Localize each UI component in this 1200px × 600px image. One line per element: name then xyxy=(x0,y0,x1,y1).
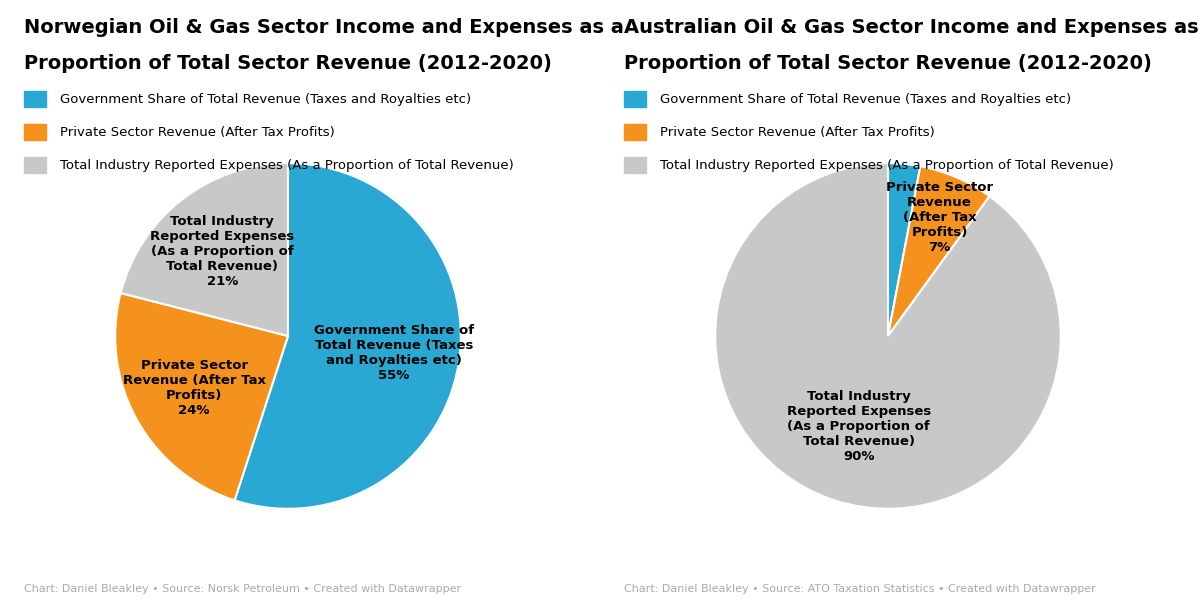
Text: Chart: Daniel Bleakley • Source: ATO Taxation Statistics • Created with Datawrap: Chart: Daniel Bleakley • Source: ATO Tax… xyxy=(624,584,1096,594)
Wedge shape xyxy=(715,163,1061,509)
Text: Proportion of Total Sector Revenue (2012-2020): Proportion of Total Sector Revenue (2012… xyxy=(624,54,1152,73)
Text: Government Share of
Total Revenue (Taxes
and Royalties etc)
55%: Government Share of Total Revenue (Taxes… xyxy=(313,324,474,382)
Text: Proportion of Total Sector Revenue (2012-2020): Proportion of Total Sector Revenue (2012… xyxy=(24,54,552,73)
Text: Total Industry
Reported Expenses
(As a Proportion of
Total Revenue)
21%: Total Industry Reported Expenses (As a P… xyxy=(150,215,294,288)
Text: Australian Oil & Gas Sector Income and Expenses as a: Australian Oil & Gas Sector Income and E… xyxy=(624,18,1200,37)
Text: Government Share of Total Revenue (Taxes and Royalties etc): Government Share of Total Revenue (Taxes… xyxy=(60,92,472,106)
Text: Government Share of Total Revenue (Taxes and Royalties etc): Government Share of Total Revenue (Taxes… xyxy=(660,92,1072,106)
Wedge shape xyxy=(115,293,288,500)
Wedge shape xyxy=(888,166,990,336)
Text: Total Industry
Reported Expenses
(As a Proportion of
Total Revenue)
90%: Total Industry Reported Expenses (As a P… xyxy=(786,390,931,463)
Text: Norwegian Oil & Gas Sector Income and Expenses as a: Norwegian Oil & Gas Sector Income and Ex… xyxy=(24,18,624,37)
Wedge shape xyxy=(121,163,288,336)
Text: Private Sector
Revenue
(After Tax
Profits)
7%: Private Sector Revenue (After Tax Profit… xyxy=(886,181,994,254)
Text: Private Sector Revenue (After Tax Profits): Private Sector Revenue (After Tax Profit… xyxy=(660,125,935,139)
Text: Private Sector
Revenue (After Tax
Profits)
24%: Private Sector Revenue (After Tax Profit… xyxy=(122,359,265,416)
Wedge shape xyxy=(888,163,920,336)
Text: Total Industry Reported Expenses (As a Proportion of Total Revenue): Total Industry Reported Expenses (As a P… xyxy=(60,158,514,172)
Text: Chart: Daniel Bleakley • Source: Norsk Petroleum • Created with Datawrapper: Chart: Daniel Bleakley • Source: Norsk P… xyxy=(24,584,461,594)
Text: Total Industry Reported Expenses (As a Proportion of Total Revenue): Total Industry Reported Expenses (As a P… xyxy=(660,158,1114,172)
Wedge shape xyxy=(235,163,461,509)
Text: Private Sector Revenue (After Tax Profits): Private Sector Revenue (After Tax Profit… xyxy=(60,125,335,139)
